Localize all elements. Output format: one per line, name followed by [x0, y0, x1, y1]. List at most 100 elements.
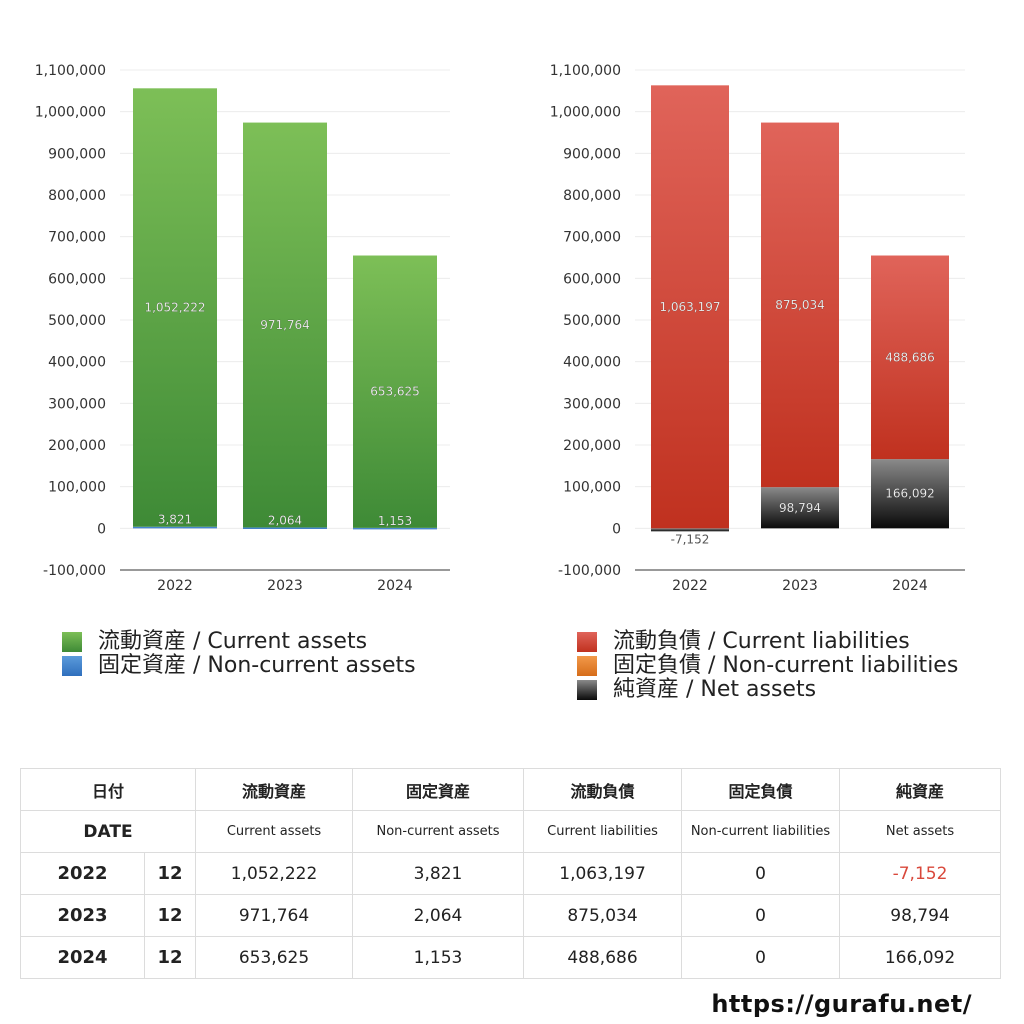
legend-item-current-assets: 流動資産 / Current assets	[62, 630, 416, 654]
y-tick-label: 800,000	[48, 188, 106, 204]
y-tick-label: 900,000	[563, 146, 621, 162]
data-label: 98,794	[779, 501, 821, 515]
legend-label: 純資産 / Net assets	[613, 677, 817, 702]
table-subheader-row: DATE Current assets Non-current assets C…	[19, 810, 1002, 853]
legend-label: 固定負債 / Non-current liabilities	[613, 653, 959, 678]
table-cell: 1,063,197	[523, 852, 683, 895]
legend-swatch	[577, 632, 597, 652]
y-tick-label: -100,000	[558, 563, 621, 579]
row-month: 12	[143, 852, 197, 895]
table-cell: 2,064	[352, 894, 525, 937]
column-header-en: Current assets	[195, 810, 354, 853]
table-cell: -7,152	[839, 852, 1002, 895]
y-tick-label: 200,000	[563, 438, 621, 454]
bar-net_assets	[651, 528, 729, 532]
column-header-en: Non-current assets	[352, 810, 525, 853]
column-header: 純資産	[839, 768, 1002, 811]
y-tick-label: 1,100,000	[550, 63, 621, 79]
legend-item-net-assets: 純資産 / Net assets	[577, 678, 958, 702]
bar-net_assets	[761, 487, 839, 529]
bar-current_liabilities	[651, 85, 729, 529]
data-label: 2,064	[268, 513, 302, 527]
x-tick-label: 2024	[377, 578, 413, 594]
y-tick-label: 1,000,000	[35, 105, 106, 121]
liabilities-legend: 流動負債 / Current liabilities 固定負債 / Non-cu…	[577, 630, 958, 702]
column-header: 固定負債	[681, 768, 841, 811]
data-label: 166,092	[885, 487, 935, 501]
table-cell: 98,794	[839, 894, 1002, 937]
y-tick-label: 600,000	[48, 271, 106, 287]
date-header-en: DATE	[19, 810, 197, 853]
table-cell: 166,092	[839, 936, 1002, 979]
legend-swatch	[62, 656, 82, 676]
bar-current_liabilities	[871, 255, 949, 460]
x-tick-label: 2024	[892, 578, 928, 594]
y-tick-label: 0	[97, 521, 106, 537]
column-header-en: Net assets	[839, 810, 1002, 853]
y-tick-label: 300,000	[48, 396, 106, 412]
y-tick-label: 100,000	[48, 480, 106, 496]
column-header-en: Non-current liabilities	[681, 810, 841, 853]
data-label: 875,034	[775, 298, 825, 312]
data-label: 653,625	[370, 385, 420, 399]
x-tick-label: 2022	[672, 578, 708, 594]
y-tick-label: 200,000	[48, 438, 106, 454]
legend-swatch	[577, 656, 597, 676]
assets-legend: 流動資産 / Current assets 固定資産 / Non-current…	[62, 630, 416, 678]
column-header-en: Current liabilities	[523, 810, 683, 853]
data-label: 971,764	[260, 318, 310, 332]
source-url[interactable]: https://gurafu.net/	[711, 990, 972, 1018]
data-label: 3,821	[158, 513, 192, 527]
table-cell: 653,625	[195, 936, 354, 979]
data-label: 1,153	[378, 514, 412, 528]
data-label: 1,063,197	[659, 300, 720, 314]
y-tick-label: 600,000	[563, 271, 621, 287]
table-cell: 1,052,222	[195, 852, 354, 895]
table-cell: 488,686	[523, 936, 683, 979]
table-cell: 0	[681, 894, 841, 937]
legend-swatch	[62, 632, 82, 652]
y-tick-label: -100,000	[43, 563, 106, 579]
table-row: 2022 12 1,052,222 3,821 1,063,197 0 -7,1…	[20, 852, 1002, 895]
legend-item-non-current-liabilities: 固定負債 / Non-current liabilities	[577, 654, 958, 678]
y-tick-label: 400,000	[48, 355, 106, 371]
data-label: -7,152	[671, 532, 710, 546]
legend-label: 流動資産 / Current assets	[98, 629, 368, 654]
table-row: 2024 12 653,625 1,153 488,686 0 166,092	[20, 936, 1002, 979]
y-tick-label: 1,100,000	[35, 63, 106, 79]
charts-canvas: -100,000 0 100,000 200,000 300,000 400,000 500…	[35, 63, 965, 594]
row-year: 2022	[20, 852, 145, 895]
x-tick-label: 2023	[267, 578, 303, 594]
bar-net_assets	[871, 459, 949, 529]
y-tick-label: 500,000	[563, 313, 621, 329]
x-tick-label: 2022	[157, 578, 193, 594]
y-tick-label: 400,000	[563, 355, 621, 371]
y-tick-label: 800,000	[563, 188, 621, 204]
financial-data-table: 日付 流動資産 固定資産 流動負債 固定負債 純資産 DATE Current …	[19, 768, 1002, 979]
y-tick-label: 700,000	[563, 230, 621, 246]
legend-swatch	[577, 680, 597, 700]
table-row: 2023 12 971,764 2,064 875,034 0 98,794	[20, 894, 1002, 937]
bar-current_assets	[353, 255, 437, 528]
row-month: 12	[143, 894, 197, 937]
liabilities-chart: -100,000 0 100,000 200,000 300,000 400,000 500…	[550, 63, 965, 594]
legend-label: 固定資産 / Non-current assets	[98, 653, 416, 678]
x-tick-label: 2023	[782, 578, 818, 594]
y-tick-label: 0	[612, 521, 621, 537]
column-header: 流動負債	[523, 768, 683, 811]
data-label: 1,052,222	[144, 301, 205, 315]
row-year: 2024	[20, 936, 145, 979]
table-cell: 3,821	[352, 852, 525, 895]
y-tick-label: 1,000,000	[550, 105, 621, 121]
legend-label: 流動負債 / Current liabilities	[613, 629, 910, 654]
row-month: 12	[143, 936, 197, 979]
table-cell: 875,034	[523, 894, 683, 937]
legend-item-current-liabilities: 流動負債 / Current liabilities	[577, 630, 958, 654]
column-header: 固定資産	[352, 768, 525, 811]
bar-non_current_assets	[243, 527, 327, 529]
data-label: 488,686	[885, 350, 935, 364]
y-tick-label: 900,000	[48, 146, 106, 162]
table-cell: 0	[681, 852, 841, 895]
table-header-row: 日付 流動資産 固定資産 流動負債 固定負債 純資産	[19, 768, 1002, 811]
bar-current_assets	[243, 122, 327, 528]
